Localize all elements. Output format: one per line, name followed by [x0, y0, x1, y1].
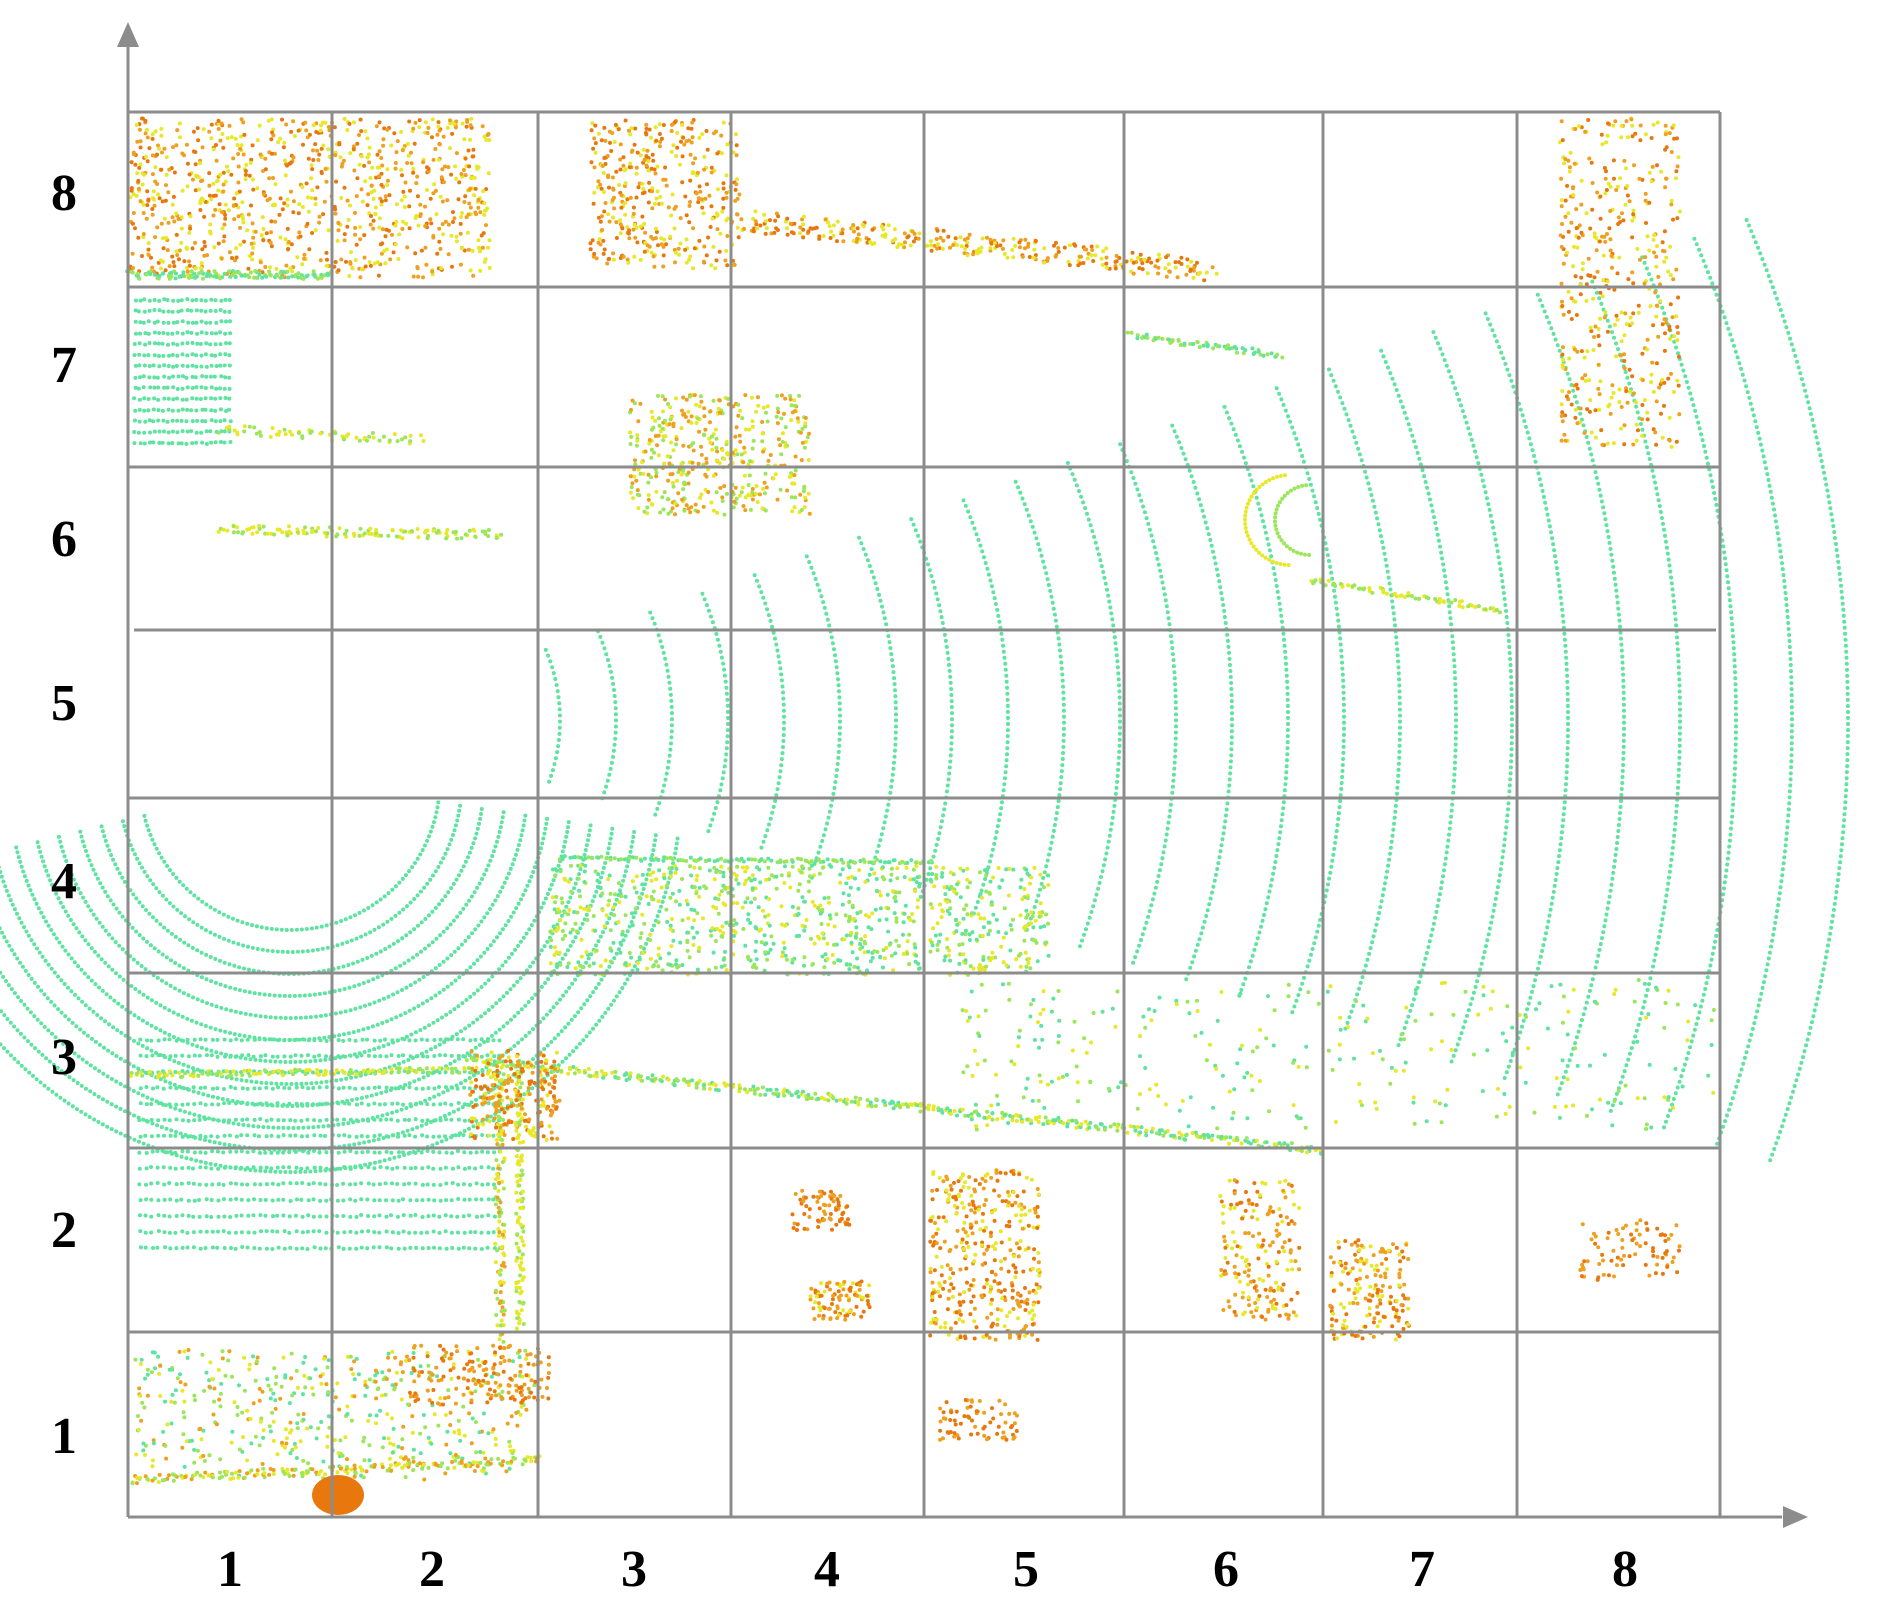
- x-tick-label: 7: [1409, 1541, 1435, 1597]
- y-tick-label: 3: [51, 1029, 77, 1086]
- y-axis-arrow-icon: [117, 22, 139, 47]
- x-tick-label: 5: [1013, 1541, 1039, 1597]
- y-tick-label: 6: [51, 511, 77, 568]
- y-tick-labels: 8 7 6 5 4 3 2 1: [51, 165, 77, 1465]
- y-tick-label: 7: [51, 337, 77, 394]
- axes: [117, 22, 1808, 1528]
- y-tick-label: 2: [51, 1202, 77, 1259]
- x-tick-label: 3: [621, 1541, 647, 1597]
- y-tick-label: 5: [51, 675, 77, 732]
- x-tick-label: 6: [1213, 1541, 1239, 1597]
- orange-object-marker: [312, 1475, 364, 1515]
- x-tick-label: 4: [814, 1541, 840, 1597]
- x-tick-label: 8: [1612, 1541, 1638, 1597]
- grid-lines: [128, 110, 1722, 1517]
- y-tick-label: 4: [51, 853, 77, 910]
- x-tick-labels: 1 2 3 4 5 6 7 8: [217, 1541, 1638, 1597]
- y-tick-label: 8: [51, 165, 77, 222]
- x-axis-arrow-icon: [1783, 1506, 1808, 1528]
- y-tick-label: 1: [51, 1408, 77, 1465]
- x-tick-label: 1: [217, 1541, 243, 1597]
- x-tick-label: 2: [419, 1541, 445, 1597]
